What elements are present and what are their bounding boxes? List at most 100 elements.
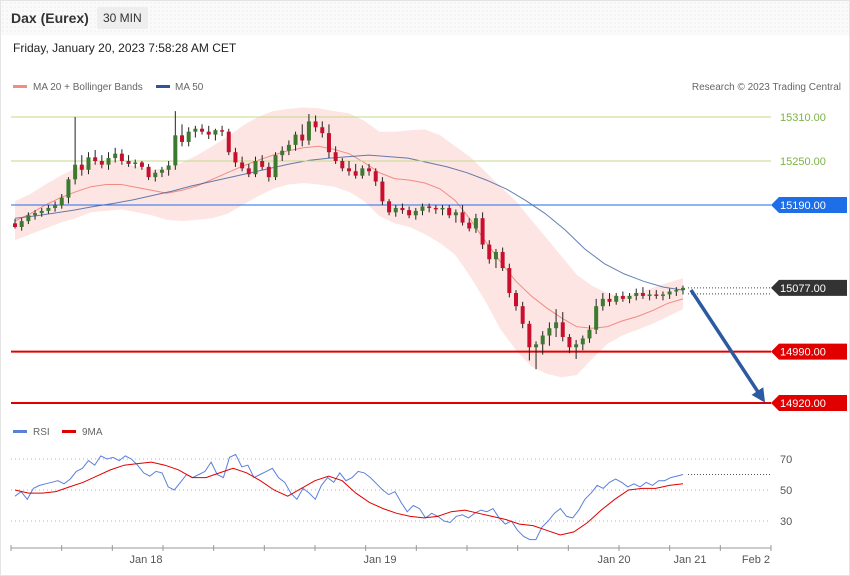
candle: [580, 335, 585, 351]
candle: [159, 166, 164, 178]
candle: [246, 163, 251, 178]
candle-body-up: [73, 164, 78, 180]
candle: [39, 207, 44, 217]
candle: [534, 341, 539, 370]
candle: [193, 125, 198, 138]
candle: [86, 152, 91, 175]
candle-body-up: [86, 157, 91, 170]
candle-body-up: [393, 207, 398, 213]
candle: [93, 150, 98, 165]
candle: [440, 205, 445, 216]
candle: [19, 218, 24, 231]
candle: [166, 161, 171, 176]
candle: [594, 298, 599, 335]
candle-body-down: [206, 131, 211, 135]
candle-body-down: [560, 322, 565, 337]
chart-timestamp: Friday, January 20, 2023 7:58:28 AM CET: [13, 41, 237, 55]
candle-body-up: [594, 306, 599, 330]
rsi-level-label: 30: [780, 516, 792, 528]
candle-body-up: [647, 294, 652, 296]
candle-body-up: [540, 335, 545, 345]
candle-body-up: [660, 294, 665, 296]
candle: [600, 293, 605, 311]
price-level-badge-label: 14990.00: [780, 347, 826, 359]
candle-body-down: [119, 153, 124, 161]
time-axis-label: Jan 18: [129, 554, 162, 566]
candle: [493, 249, 498, 269]
candle-body-up: [580, 338, 585, 345]
candle: [527, 320, 532, 361]
candle-body-up: [46, 207, 51, 211]
candle: [293, 131, 298, 151]
candle-body-up: [634, 293, 639, 296]
price-level-badge: [771, 197, 847, 213]
candle: [480, 212, 485, 249]
candle: [660, 291, 665, 301]
candle: [681, 285, 685, 295]
candle-body-down: [640, 293, 645, 296]
candle-body-down: [180, 135, 184, 142]
candle: [607, 293, 612, 307]
candle-body-up: [547, 328, 552, 336]
candle-body-down: [654, 294, 659, 296]
candle-body-down: [300, 134, 305, 141]
candle-body-down: [220, 130, 225, 132]
candle-body-down: [367, 168, 372, 172]
candle-body-down: [126, 161, 131, 164]
candle: [514, 290, 518, 311]
candle: [233, 147, 238, 167]
candle-body-up: [273, 155, 278, 178]
candle: [106, 152, 111, 170]
candle-body-down: [480, 218, 485, 245]
candle: [667, 288, 672, 299]
interval-badge[interactable]: 30 MIN: [97, 7, 148, 29]
candle: [200, 124, 205, 135]
candle-body-down: [433, 207, 438, 210]
candle: [146, 163, 151, 181]
candle-body-up: [627, 295, 632, 299]
candle: [286, 140, 291, 156]
instrument-title: Dax (Eurex): [11, 10, 89, 26]
candle: [126, 155, 131, 167]
candle-body-up: [19, 221, 24, 227]
candle-body-up: [113, 153, 118, 159]
legend-label-ma50: MA 50: [175, 82, 204, 93]
candle: [119, 149, 124, 165]
candle: [220, 125, 225, 137]
candle-body-down: [447, 207, 452, 216]
legend-swatch-ma50: [156, 85, 170, 88]
candle: [373, 168, 378, 186]
candle-body-up: [600, 298, 605, 307]
candle-body-up: [39, 210, 44, 214]
candle: [173, 111, 178, 170]
time-axis-label: Jan 21: [673, 554, 706, 566]
candle: [186, 127, 191, 147]
candle: [467, 218, 472, 232]
candle: [487, 240, 492, 264]
candle: [547, 322, 552, 346]
candle: [73, 117, 78, 185]
candle-body-down: [326, 133, 331, 153]
candle-body-down: [460, 212, 465, 223]
rsi-level-label: 50: [780, 485, 792, 497]
candle-body-down: [313, 121, 318, 128]
candle: [306, 114, 311, 145]
candle: [614, 293, 619, 305]
candle: [139, 161, 144, 170]
candle: [473, 213, 478, 233]
candle-body-up: [667, 291, 672, 295]
candle-body-up: [133, 162, 138, 164]
candle: [674, 287, 679, 296]
rsi-9ma-line: [14, 461, 684, 536]
candle-body-up: [159, 169, 164, 173]
candle: [340, 158, 345, 172]
candle: [66, 177, 71, 204]
candle: [59, 194, 64, 209]
candle-body-down: [500, 251, 505, 269]
candle: [213, 128, 218, 141]
candle-body-up: [286, 144, 291, 151]
candle-body-down: [226, 131, 231, 153]
candle-body-up: [453, 212, 458, 216]
price-level-badge: [771, 343, 847, 360]
